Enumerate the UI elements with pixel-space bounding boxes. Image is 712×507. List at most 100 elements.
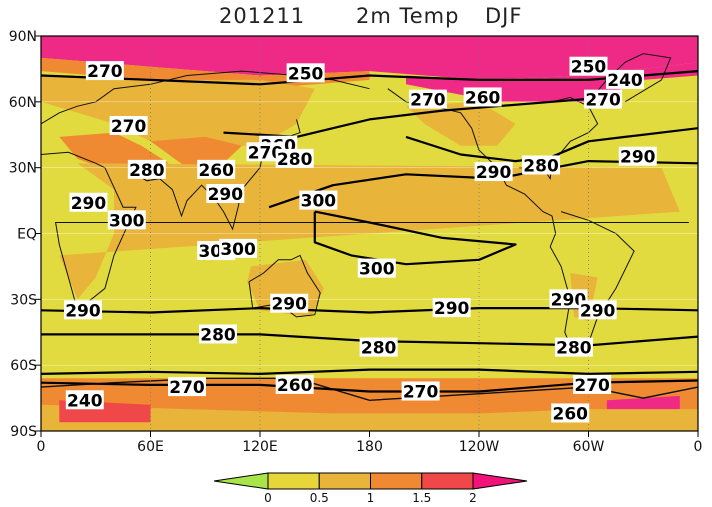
y-tick-label: 90S <box>10 424 37 440</box>
contour-label-text: 260 <box>277 376 313 396</box>
contour-label: 270 <box>584 89 623 111</box>
contour-label-text: 270 <box>248 143 284 163</box>
eurasia-warm <box>41 75 315 146</box>
contour-label-box <box>199 324 238 344</box>
colorbar-left-triangle <box>213 472 269 490</box>
x-tick-label: 0 <box>37 439 46 455</box>
contour-label-box <box>522 155 561 175</box>
contour-label-text: 300 <box>359 260 395 280</box>
contour-label: 280 <box>359 337 398 359</box>
contour-label-text: 280 <box>277 150 313 170</box>
contour-300-pacific <box>313 210 517 266</box>
contour-label-box <box>275 148 314 168</box>
contour-label-box <box>432 298 471 318</box>
contour-label: 250 <box>286 63 325 84</box>
contour-label-box <box>573 374 612 394</box>
contour-label-box <box>618 146 657 166</box>
y-tick-label: 30S <box>10 292 37 308</box>
contour-label: 300 <box>299 190 338 212</box>
x-tick-label: 180 <box>356 439 383 455</box>
contour-label-text: 260 <box>553 404 589 424</box>
contour-label: 280 <box>127 159 166 181</box>
contour-label-text: 280 <box>556 339 592 359</box>
contour-label-text: 240 <box>607 71 643 91</box>
contour-label: 300 <box>357 258 396 280</box>
y-tick-label: 30N <box>9 161 37 177</box>
contour-label-box <box>168 377 206 397</box>
antarctic-magenta <box>606 395 680 410</box>
contour-label: 270 <box>246 142 285 163</box>
contour-label-box <box>554 337 593 357</box>
colorbar-segment <box>421 472 474 490</box>
contour-label-box <box>359 337 398 357</box>
colorbar-segment <box>267 472 320 490</box>
contour-label-box <box>584 89 623 109</box>
contour-labels: 2702502502402702602702702602702802802602… <box>63 56 657 424</box>
contour-270-south <box>40 368 699 375</box>
contour-label-text: 260 <box>465 88 501 108</box>
contour-label: 300 <box>107 210 146 231</box>
x-tick-label: 120E <box>242 439 278 455</box>
contour-label-text: 290 <box>620 148 656 168</box>
contour-label-text: 270 <box>169 378 205 398</box>
contour-label-text: 290 <box>434 299 470 319</box>
y-tick-label: 60N <box>9 95 37 111</box>
contour-label: 280 <box>275 148 314 170</box>
contour-label-text: 290 <box>71 194 107 214</box>
contour-label: 260 <box>551 403 590 424</box>
contour-label: 270 <box>401 381 440 403</box>
contour-label-box <box>357 258 396 278</box>
contour-label: 290 <box>549 289 588 310</box>
colorbar-segment <box>370 472 423 490</box>
x-tick-label: 120W <box>459 439 500 455</box>
contour-label-text: 270 <box>410 91 446 111</box>
arctic-band <box>41 36 698 80</box>
contour-label-box <box>127 159 166 179</box>
contour-label-box <box>408 89 447 109</box>
contour-label-box <box>206 184 245 203</box>
contour-label-text: 280 <box>129 161 165 181</box>
coast-africa <box>40 151 689 312</box>
colorbar-tick-label: 0.5 <box>310 491 329 505</box>
colorbar-right-triangle <box>472 472 528 490</box>
contour-label-box <box>549 289 588 309</box>
contour-label-text: 270 <box>403 383 439 403</box>
contour-label-text: 290 <box>208 185 244 205</box>
contour-label: 300 <box>219 238 258 260</box>
contour-label: 260 <box>197 159 236 181</box>
contour-290-north <box>268 160 699 209</box>
contour-label-box <box>65 390 104 410</box>
contour-label-text: 270 <box>574 376 610 396</box>
contour-label: 270 <box>85 61 124 82</box>
contour-label: 240 <box>65 390 104 411</box>
contour-label-text: 240 <box>67 391 103 411</box>
contour-label: 290 <box>69 192 108 214</box>
contour-label: 290 <box>206 184 245 205</box>
contour-label: 270 <box>408 89 447 111</box>
contour-label-text: 290 <box>580 301 616 321</box>
contour-label-text: 280 <box>523 156 559 176</box>
contour-label: 280 <box>522 155 561 176</box>
contour-label: 250 <box>569 56 608 78</box>
contour-label: 290 <box>432 298 471 319</box>
contour-label: 280 <box>199 324 238 345</box>
contour-label: 290 <box>270 293 309 315</box>
contour-label: 290 <box>578 300 617 321</box>
contour-label-text: 300 <box>109 211 145 231</box>
latitude-axis: 90N 60N 30N EQ 30S 60S 90S <box>9 29 41 440</box>
longitude-axis: 0 60E 120E 180 120W 60W 0 <box>37 431 703 455</box>
y-tick-label: 60S <box>10 358 37 374</box>
contour-label-box <box>109 115 148 135</box>
x-tick-label: 60E <box>137 439 164 455</box>
contour-label-text: 280 <box>200 325 236 345</box>
contour-label: 260 <box>463 87 502 108</box>
contour-label-box <box>474 162 513 182</box>
contour-label-box <box>578 300 617 320</box>
contour-label-box <box>275 374 314 394</box>
map-title: 201211 2m Temp DJF <box>0 4 712 30</box>
contour-label-box <box>63 300 102 320</box>
x-tick-label: 0 <box>694 439 703 455</box>
contour-label-box <box>270 293 309 313</box>
colorbar-segment <box>318 472 371 490</box>
contour-label-text: 290 <box>551 290 587 310</box>
